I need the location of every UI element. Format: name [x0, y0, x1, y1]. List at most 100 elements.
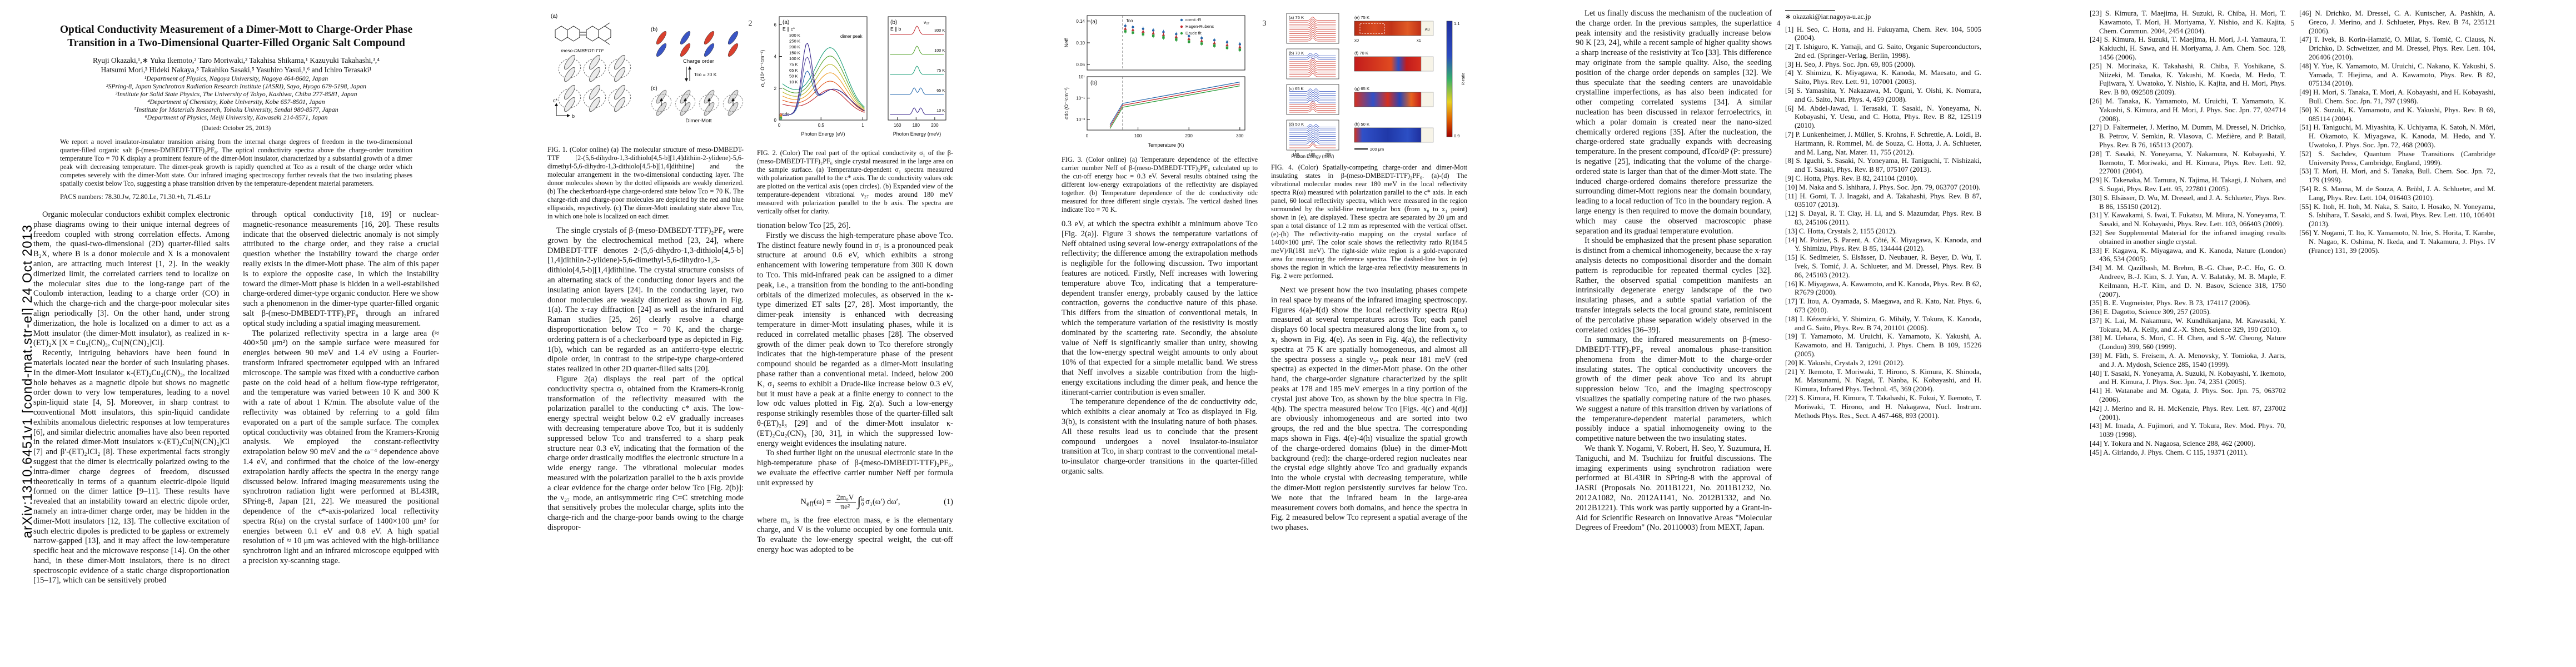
fig-tick-label: 10⁻¹ [1076, 96, 1085, 101]
fig4-map-labels: (e) 75 K (f) 70 K (g) 65 K (h) 50 K [1354, 15, 1369, 127]
reference-item: [19] T. Yamamoto, M. Uruichi, K. Yamamot… [1785, 332, 1981, 358]
fig4-colorbar-lo: 0.9 [1454, 133, 1459, 138]
fig2-nu27-curve [890, 87, 944, 95]
fig4-local-spectrum [1289, 21, 1336, 24]
figure-3: (a) (b) Neff σdc (Ω⁻¹cm⁻¹) Temperature (… [1062, 9, 1258, 214]
fig-tick-label: Drude fit [1185, 31, 1202, 36]
fig4-gold-label: Au [1425, 28, 1430, 32]
figure-3-caption: FIG. 3. (Color online) (a) Temperature d… [1062, 156, 1258, 213]
body-paragraph: Firstly we discuss the high-temperature … [757, 231, 953, 448]
fig4-local-spectrum [1289, 135, 1336, 139]
fig1-lattice-panel [558, 54, 631, 112]
fig2-panel-b-frame [888, 16, 946, 121]
page2-right-text-b: where m₀ is the free electron mass, e is… [757, 516, 953, 555]
fig-tick-label: 10 K [789, 79, 798, 84]
affiliation-line: ⁶Department of Physics, Meiji University… [145, 113, 328, 121]
reference-item: [36] E. Dagotto, Science 309, 257 (2005)… [2090, 307, 2211, 316]
fig4-local-spectrum [1289, 103, 1336, 107]
fig3-tco-label: Tco [1126, 18, 1133, 23]
figure-3-graphic: (a) (b) Neff σdc (Ω⁻¹cm⁻¹) Temperature (… [1064, 15, 1245, 148]
fig4-local-spectrum [1289, 99, 1336, 103]
fig2-xlabel-a: Photon Energy (eV) [801, 131, 845, 137]
reference-item: [42] J. Merino and R. H. McKenzie, Phys.… [2090, 404, 2286, 421]
fig4-local-spectrum [1289, 107, 1336, 111]
reference-list-p4: [1] H. Seo, C. Hotta, and H. Fukuyama, C… [1785, 25, 1981, 420]
reference-item: [40] T. Sasaki, N. Yoneyama, A. Suzuki, … [2090, 369, 2286, 386]
fig-tick-label: 100 [1134, 133, 1142, 138]
fig4-colorbar [1446, 21, 1453, 137]
figure-2-caption: FIG. 2. (Color) The real part of the opt… [757, 149, 953, 215]
fig1-molecule-name: meso-DMBEDT-TTF [561, 48, 604, 53]
figure-4: (a) 75 K (b) 70 K (c) 65 K (d) 50 K 160 180 20… [1271, 9, 1467, 280]
fig3-panel-a-label: (a) [1090, 19, 1097, 25]
fig2-sigma1-curve [782, 56, 865, 108]
reference-item: [12] S. Dayal, R. T. Clay, H. Li, and S.… [1785, 209, 1981, 227]
fig-tick-label: (f) 70 K [1354, 51, 1368, 56]
page1-col-right: through optical conductivity [18, 19] or… [243, 210, 439, 566]
fig4-local-spectrum [1289, 130, 1336, 133]
fig-tick-label: 1 [861, 123, 864, 128]
reference-item: [7] P. Lunkenheimer, J. Müller, S. Krohn… [1785, 130, 1981, 156]
reference-item: [25] N. Morinaka, K. Takahashi, R. Chiba… [2090, 61, 2286, 97]
body-paragraph: through optical conductivity [18, 19] or… [243, 210, 439, 328]
fig1-dimer-mott-label: Dimer-Mott [686, 118, 712, 124]
figure-1-caption: FIG. 1. (Color online) (a) The molecular… [547, 146, 744, 220]
reference-item: [39] M. Fäth, S. Freisem, A. A. Menovsky… [2090, 351, 2286, 369]
fig1-axis-c-label: c* [553, 98, 558, 103]
fig4-local-spectrum [1289, 98, 1336, 101]
fig-tick-label: 200 [931, 123, 939, 128]
fig-tick-label: 10¹ [1078, 74, 1085, 79]
fig-tick-label: 75 K [789, 62, 798, 67]
fig3-ylabel-top: Neff [1064, 38, 1069, 47]
reference-item: [50] K. Suzuki, K. Yamamoto, and K. Yaku… [2299, 105, 2495, 123]
fig4-local-spectrum [1289, 144, 1336, 148]
fig-tick-label: 6 [774, 22, 777, 27]
fig-tick-label: 250 K [789, 39, 800, 44]
fig4-local-spectrum [1289, 126, 1336, 130]
fig-tick-label: 200 [1325, 153, 1332, 157]
fig3-ylabel-bottom: σdc (Ω⁻¹cm⁻¹) [1064, 87, 1069, 120]
reference-item: [1] H. Seo, C. Hotta, and H. Fukuyama, C… [1785, 24, 1981, 42]
fig-tick-label: 10 K [936, 108, 945, 113]
fig1-axis-b-label: b [572, 113, 575, 119]
fig4-local-spectrum [1289, 139, 1336, 143]
fig4-local-spectrum [1289, 22, 1336, 27]
fig2-pol-b-label: E ∥ b [890, 26, 901, 32]
fig4-colorbar-label: R-ratio [1461, 73, 1466, 86]
reference-item: [16] K. Miyagawa, A. Kawamoto, and K. Ka… [1785, 279, 1981, 297]
fig3-sigdc-curve [1109, 83, 1240, 127]
reference-item: [31] Y. Kawakami, S. Iwai, T. Fukatsu, M… [2090, 211, 2286, 228]
reference-item: [13] C. Hotta, Crystals 2, 1155 (2012). [1785, 226, 1897, 235]
reference-item: [17] T. Itou, A. Oyamada, S. Maegawa, an… [1785, 297, 1981, 314]
page-number: 4 [1776, 19, 1781, 27]
fig-tick-label: 0 [778, 123, 781, 128]
page2-col-right: (a) E ∥ c* dimer peak σdc Photon Energy … [757, 9, 953, 555]
reference-item: [18] I. Kézsmárki, Y. Shimizu, G. Mihály… [1785, 314, 1981, 332]
fig-tick-label: 200 [1185, 133, 1193, 138]
reference-item: [20] K. Yakushi, Crystals 2, 1291 (2012)… [1785, 358, 1905, 367]
fig4-local-spectrum [1289, 133, 1336, 137]
fig4-x1-label: x1 [1417, 38, 1421, 43]
page-number: 5 [2290, 19, 2295, 27]
fig4-scalebar-label: 200 μm [1370, 147, 1384, 152]
reference-item: [2] T. Ishiguro, K. Yamaji, and G. Saito… [1785, 42, 1981, 59]
page-4: 4 Let us finally discuss the mechanism o… [1576, 0, 1981, 667]
figure-2-graphic: (a) E ∥ c* dimer peak σdc Photon Energy … [760, 16, 946, 137]
fig4-local-spectrum [1289, 32, 1336, 36]
fig4-local-spectrum [1289, 108, 1336, 113]
body-paragraph: The single crystals of β-(meso-DMBEDT-TT… [547, 226, 744, 374]
fig4-local-spectrum [1289, 26, 1336, 30]
fig4-x0-label: x0 [1354, 38, 1359, 43]
fig-tick-label: 65 K [936, 88, 945, 93]
fig4-local-spectrum [1289, 67, 1336, 72]
fig-tick-label: 0.5 [818, 123, 825, 128]
body-paragraph: We thank Y. Nogami, V. Robert, H. Seo, Y… [1576, 444, 1772, 532]
footnote-rule [1785, 10, 1835, 11]
fig-tick-label: 65 K [789, 68, 798, 73]
fig4-xlabel: Photon Energy (meV) [1292, 154, 1334, 159]
fig4-local-spectrum [1289, 63, 1336, 68]
body-paragraph: 0.3 eV, at which the spectra exhibit a m… [1062, 220, 1258, 397]
fig-tick-label: 160 [1293, 153, 1299, 157]
page2-col-left: (a) meso-DMBEDT-TTF c* b (b [547, 9, 744, 533]
body-paragraph: where m₀ is the free electron mass, e is… [757, 515, 953, 554]
